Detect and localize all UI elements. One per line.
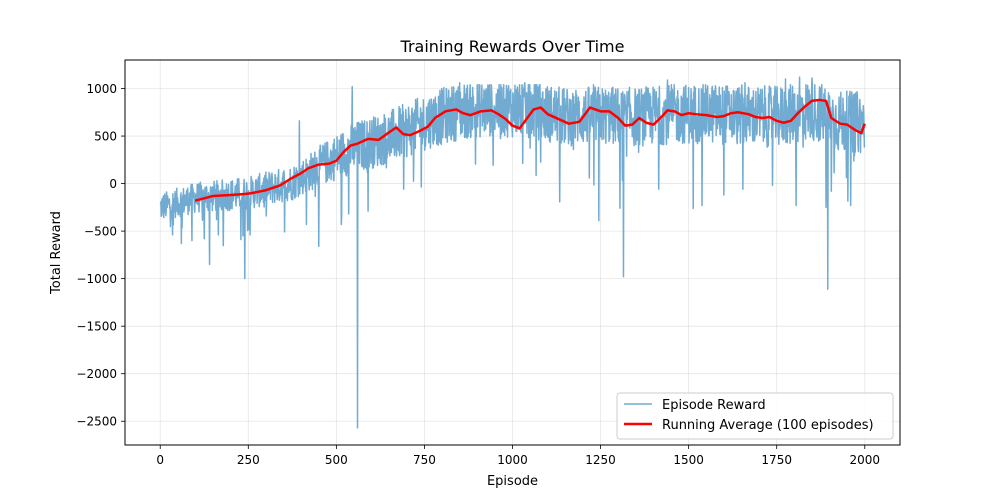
- y-tick-label: 0: [109, 177, 117, 191]
- y-tick-label: −1000: [76, 272, 117, 286]
- x-tick-label: 750: [413, 453, 436, 467]
- x-axis-label: Episode: [487, 474, 538, 489]
- x-tick-label: 1500: [673, 453, 704, 467]
- x-tick-label: 1750: [761, 453, 792, 467]
- y-tick-label: −2500: [76, 415, 117, 429]
- y-tick-label: 500: [94, 130, 117, 144]
- legend-box: [616, 392, 894, 440]
- x-tick-label: 2000: [849, 453, 880, 467]
- legend-label-running-average: Running Average (100 episodes): [662, 418, 874, 433]
- y-tick-label: −2000: [76, 367, 117, 381]
- legend-label-episode-reward: Episode Reward: [662, 398, 766, 413]
- series-line-episode-reward: [159, 76, 866, 429]
- y-tick-label: 1000: [86, 82, 117, 96]
- y-axis: −2500 −2000 −1500 −1000 −500 0 500 1000: [76, 82, 125, 429]
- legend: Episode Reward Running Average (100 epis…: [616, 392, 894, 440]
- x-tick-label: 1250: [585, 453, 616, 467]
- x-tick-label: 500: [325, 453, 348, 467]
- series-line-running-average: [194, 98, 866, 202]
- y-axis-label: Total Reward: [49, 211, 64, 295]
- x-tick-label: 0: [156, 453, 164, 467]
- x-axis: 0 250 500 750 1000 1250 1500 1750 2000: [156, 445, 880, 467]
- series-group: [159, 76, 866, 429]
- chart-title: Training Rewards Over Time: [400, 37, 625, 56]
- plot-area: [159, 76, 866, 429]
- x-tick-label: 1000: [497, 453, 528, 467]
- y-tick-label: −500: [84, 225, 117, 239]
- y-tick-label: −1500: [76, 320, 117, 334]
- x-tick-label: 250: [237, 453, 260, 467]
